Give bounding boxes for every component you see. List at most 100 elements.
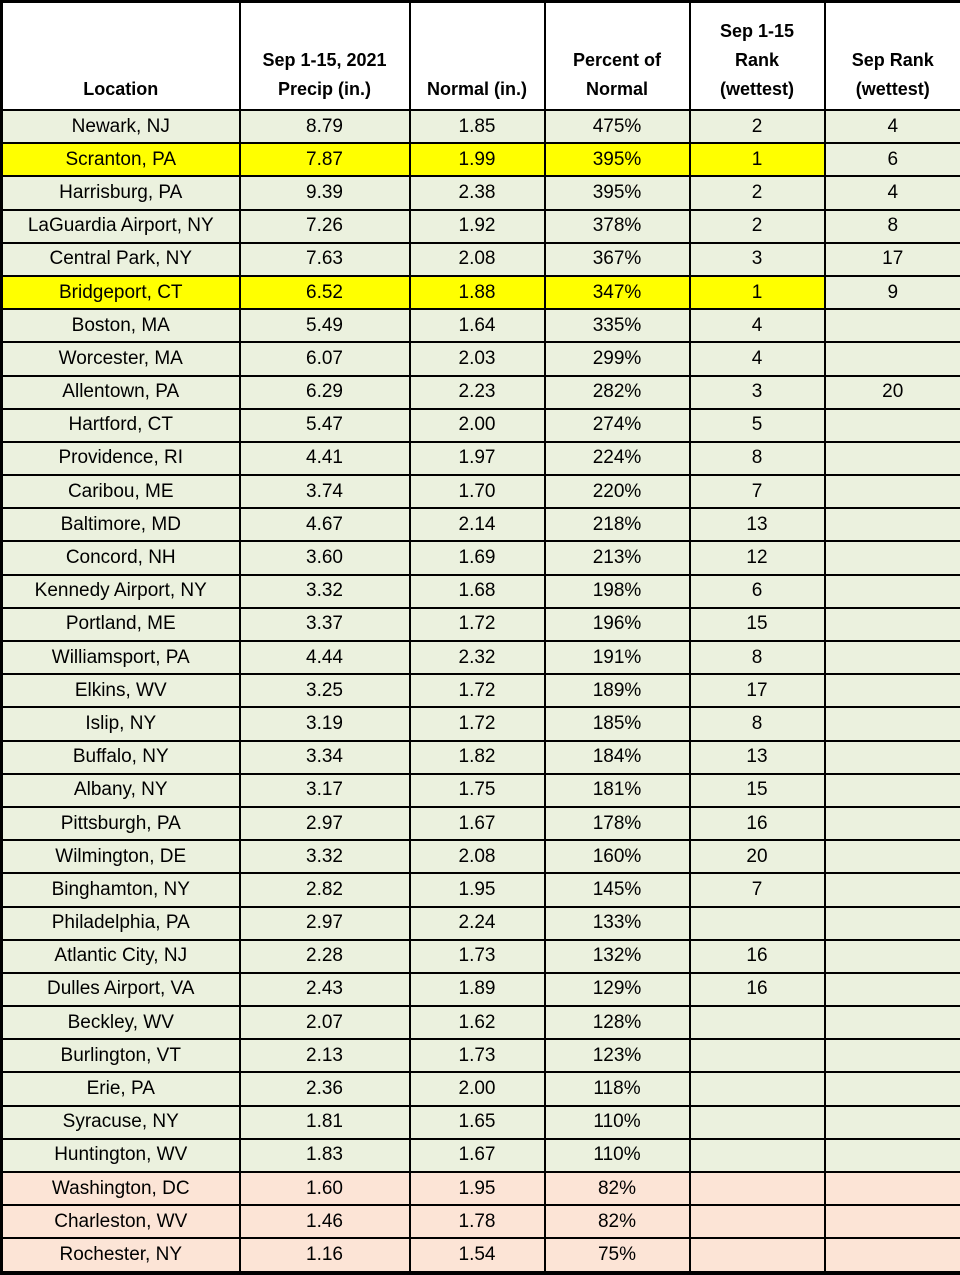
sep-rank-cell (823, 606, 960, 643)
precip-cell: 2.13 (238, 1038, 411, 1074)
normal-cell: 1.68 (408, 573, 546, 609)
precip-cell: 4.44 (238, 639, 411, 676)
column-header-sep1-15-rank: Sep 1-15 Rank (wettest) (688, 0, 826, 111)
sep-rank-cell: 4 (823, 175, 960, 211)
sep-rank-cell: 17 (823, 241, 960, 277)
location-cell: Wilmington, DE (0, 839, 241, 875)
table-row: Pittsburgh, PA 2.97 1.67 178% 16 (0, 805, 960, 842)
location-cell: Caribou, ME (0, 474, 241, 510)
precip-cell: 7.63 (238, 241, 411, 277)
percent-cell: 218% (543, 507, 691, 543)
precip-cell: 4.67 (238, 507, 411, 543)
precip-cell: 1.16 (238, 1237, 411, 1274)
precip-cell: 2.36 (238, 1071, 411, 1107)
normal-cell: 1.73 (408, 1038, 546, 1074)
location-cell: LaGuardia Airport, NY (0, 208, 241, 244)
table-row: Syracuse, NY 1.81 1.65 110% (0, 1104, 960, 1140)
column-header-sep-rank: Sep Rank (wettest) (823, 0, 960, 111)
normal-cell: 2.14 (408, 507, 546, 543)
location-cell: Newark, NJ (0, 108, 241, 145)
table-row: Baltimore, MD 4.67 2.14 218% 13 (0, 507, 960, 543)
percent-cell: 367% (543, 241, 691, 277)
location-cell: Elkins, WV (0, 673, 241, 709)
precip-cell: 3.74 (238, 474, 411, 510)
precip-cell: 6.52 (238, 274, 411, 311)
precip-cell: 4.41 (238, 440, 411, 477)
precip-cell: 5.49 (238, 308, 411, 344)
percent-cell: 378% (543, 208, 691, 244)
percent-cell: 395% (543, 142, 691, 178)
normal-cell: 1.99 (408, 142, 546, 178)
location-cell: Pittsburgh, PA (0, 805, 241, 842)
sep1-15-rank-cell: 3 (688, 241, 826, 277)
sep1-15-rank-cell: 13 (688, 739, 826, 775)
sep1-15-rank-cell: 12 (688, 540, 826, 576)
sep1-15-rank-cell: 6 (688, 573, 826, 609)
sep1-15-rank-cell: 13 (688, 507, 826, 543)
percent-cell: 395% (543, 175, 691, 211)
location-cell: Erie, PA (0, 1071, 241, 1107)
table-row: Burlington, VT 2.13 1.73 123% (0, 1038, 960, 1074)
normal-cell: 2.08 (408, 241, 546, 277)
precip-cell: 5.47 (238, 407, 411, 443)
precip-cell: 3.32 (238, 573, 411, 609)
percent-cell: 181% (543, 772, 691, 808)
normal-cell: 1.73 (408, 938, 546, 974)
sep-rank-cell (823, 341, 960, 377)
normal-cell: 1.54 (408, 1237, 546, 1274)
table-row: Newark, NJ 8.79 1.85 475% 2 4 (0, 108, 960, 145)
percent-cell: 335% (543, 308, 691, 344)
normal-cell: 1.67 (408, 805, 546, 842)
normal-cell: 2.23 (408, 374, 546, 410)
sep1-15-rank-cell: 1 (688, 274, 826, 311)
sep-rank-cell (823, 1204, 960, 1240)
table-row: Philadelphia, PA 2.97 2.24 133% (0, 905, 960, 941)
table-body: Newark, NJ 8.79 1.85 475% 2 4 Scranton, … (0, 108, 960, 1274)
sep-rank-cell (823, 1237, 960, 1274)
table-row: Atlantic City, NJ 2.28 1.73 132% 16 (0, 938, 960, 974)
normal-cell: 1.69 (408, 540, 546, 576)
normal-cell: 1.97 (408, 440, 546, 477)
sep-rank-cell (823, 872, 960, 908)
percent-cell: 128% (543, 1005, 691, 1041)
sep-rank-cell (823, 839, 960, 875)
precip-cell: 3.34 (238, 739, 411, 775)
table-row: Buffalo, NY 3.34 1.82 184% 13 (0, 739, 960, 775)
normal-cell: 1.75 (408, 772, 546, 808)
sep1-15-rank-cell (688, 1038, 826, 1074)
normal-cell: 1.88 (408, 274, 546, 311)
normal-cell: 1.70 (408, 474, 546, 510)
sep-rank-cell (823, 308, 960, 344)
table-row: Albany, NY 3.17 1.75 181% 15 (0, 772, 960, 808)
percent-cell: 189% (543, 673, 691, 709)
normal-cell: 2.32 (408, 639, 546, 676)
sep1-15-rank-cell: 5 (688, 407, 826, 443)
percent-cell: 82% (543, 1204, 691, 1240)
sep-rank-cell (823, 673, 960, 709)
precip-cell: 2.07 (238, 1005, 411, 1041)
sep1-15-rank-cell (688, 905, 826, 941)
location-cell: Allentown, PA (0, 374, 241, 410)
table-row: Kennedy Airport, NY 3.32 1.68 198% 6 (0, 573, 960, 609)
table-row: Allentown, PA 6.29 2.23 282% 3 20 (0, 374, 960, 410)
table-row: Boston, MA 5.49 1.64 335% 4 (0, 308, 960, 344)
column-header-precip: Sep 1-15, 2021 Precip (in.) (238, 0, 411, 111)
sep1-15-rank-cell: 8 (688, 440, 826, 477)
precip-cell: 2.97 (238, 905, 411, 941)
column-header-normal: Normal (in.) (408, 0, 546, 111)
sep1-15-rank-cell (688, 1071, 826, 1107)
percent-cell: 129% (543, 971, 691, 1008)
location-cell: Portland, ME (0, 606, 241, 643)
sep1-15-rank-cell (688, 1104, 826, 1140)
precip-cell: 3.60 (238, 540, 411, 576)
percent-cell: 198% (543, 573, 691, 609)
location-cell: Rochester, NY (0, 1237, 241, 1274)
location-cell: Williamsport, PA (0, 639, 241, 676)
header-row: Location Sep 1-15, 2021 Precip (in.) Nor… (0, 0, 960, 111)
percent-cell: 133% (543, 905, 691, 941)
precip-cell: 2.97 (238, 805, 411, 842)
location-cell: Hartford, CT (0, 407, 241, 443)
sep-rank-cell (823, 1170, 960, 1207)
normal-cell: 2.00 (408, 407, 546, 443)
